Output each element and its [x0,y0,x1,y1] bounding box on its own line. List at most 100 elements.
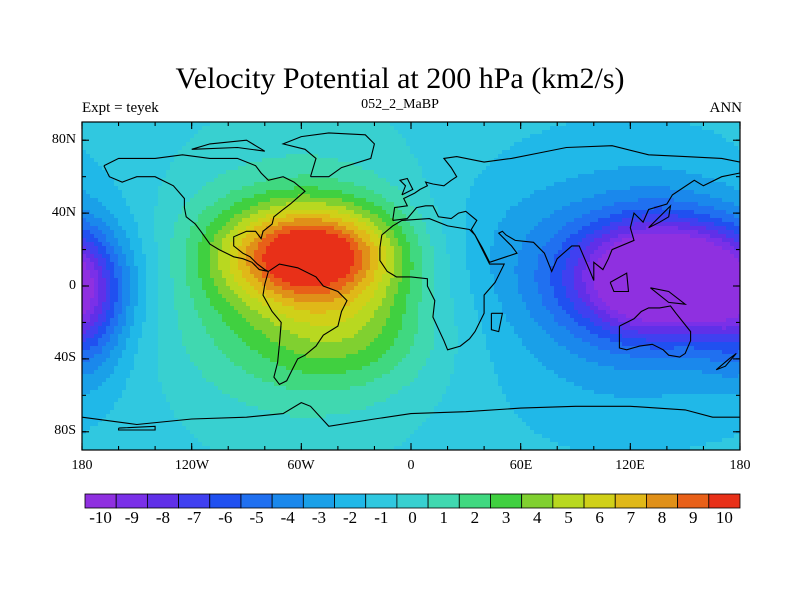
field-cell [738,170,740,175]
field-cell [682,146,687,151]
field-cell [606,178,611,183]
field-cell [106,158,111,163]
field-cell [466,154,471,159]
field-cell [406,138,411,143]
field-cell [330,142,335,147]
field-cell [318,166,323,171]
field-cell [730,150,735,155]
field-cell [414,122,419,127]
field-cell [298,238,303,243]
field-cell [722,166,727,171]
field-cell [146,134,151,139]
field-cell [338,134,343,139]
field-cell [462,122,467,127]
field-cell [398,194,403,199]
field-cell [634,202,639,207]
field-cell [322,218,327,223]
field-cell [566,194,571,199]
field-cell [362,142,367,147]
field-cell [538,142,543,147]
field-cell [646,202,651,207]
field-cell [302,178,307,183]
field-cell [442,178,447,183]
field-cell [602,174,607,179]
field-cell [470,126,475,131]
field-cell [350,206,355,211]
field-cell [646,146,651,151]
field-cell [326,234,331,239]
field-cell [718,202,723,207]
field-cell [274,214,279,219]
field-cell [610,138,615,143]
field-cell [170,146,175,151]
field-cell [294,178,299,183]
field-cell [334,218,339,223]
field-cell [402,210,407,215]
field-cell [614,138,619,143]
field-cell [210,226,215,231]
field-cell [350,178,355,183]
field-cell [90,214,95,219]
field-cell [118,218,123,223]
field-cell [122,222,127,227]
field-cell [382,130,387,135]
field-cell [678,134,683,139]
field-cell [442,134,447,139]
field-cell [258,190,263,195]
field-cell [426,238,431,243]
field-cell [494,238,499,243]
field-cell [122,214,127,219]
field-cell [374,206,379,211]
field-cell [146,142,151,147]
field-cell [494,214,499,219]
field-cell [678,206,683,211]
field-cell [346,170,351,175]
field-cell [538,226,543,231]
field-cell [506,210,511,215]
field-cell [226,234,231,239]
field-cell [618,126,623,131]
field-cell [90,186,95,191]
field-cell [254,122,259,127]
field-cell [370,206,375,211]
field-cell [618,154,623,159]
field-cell [622,190,627,195]
field-cell [602,230,607,235]
field-cell [566,222,571,227]
field-cell [174,202,179,207]
field-cell [714,146,719,151]
field-cell [334,138,339,143]
field-cell [398,134,403,139]
field-cell [442,170,447,175]
field-cell [458,218,463,223]
field-cell [690,130,695,135]
field-cell [342,122,347,127]
field-cell [322,154,327,159]
field-cell [342,206,347,211]
field-cell [434,178,439,183]
field-cell [158,142,163,147]
field-cell [170,214,175,219]
field-cell [190,138,195,143]
field-cell [174,178,179,183]
field-cell [146,206,151,211]
field-cell [682,210,687,215]
field-cell [562,218,567,223]
field-cell [706,150,711,155]
field-cell [686,126,691,131]
field-cell [158,134,163,139]
field-cell [610,206,615,211]
field-cell [318,178,323,183]
field-cell [398,210,403,215]
field-cell [490,190,495,195]
field-cell [258,230,263,235]
field-cell [210,162,215,167]
field-cell [554,222,559,227]
field-cell [134,150,139,155]
field-cell [386,198,391,203]
field-cell [126,182,131,187]
field-cell [110,178,115,183]
field-cell [198,238,203,243]
field-cell [650,218,655,223]
